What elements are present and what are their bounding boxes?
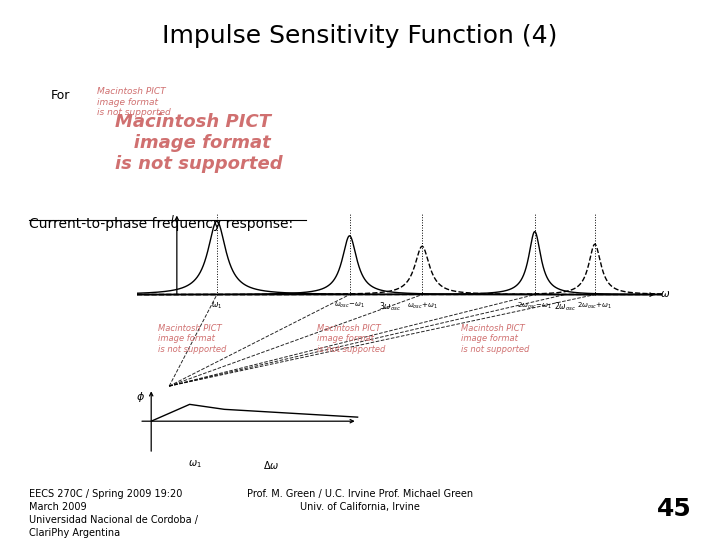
Text: $2\omega_{osc}$: $2\omega_{osc}$: [554, 301, 576, 313]
Text: $2\omega_{osc}{-}\omega_1$: $2\omega_{osc}{-}\omega_1$: [517, 301, 552, 311]
Text: For: For: [50, 89, 70, 102]
Text: $I$: $I$: [170, 213, 174, 225]
Text: Macintosh PICT
image format
is not supported: Macintosh PICT image format is not suppo…: [97, 87, 171, 117]
Text: Macintosh PICT
image format
is not supported: Macintosh PICT image format is not suppo…: [317, 324, 385, 354]
Text: $\Delta\omega$: $\Delta\omega$: [263, 458, 279, 471]
Text: Macintosh PICT
   image format
is not supported: Macintosh PICT image format is not suppo…: [115, 113, 283, 173]
Text: $2\omega_{osc}{+}\omega_1$: $2\omega_{osc}{+}\omega_1$: [577, 301, 613, 311]
Text: $\omega_1$: $\omega_1$: [187, 458, 202, 470]
Text: $\omega_{osc}{-}\omega_1$: $\omega_{osc}{-}\omega_1$: [334, 301, 365, 310]
Text: $3\omega_{osc}$: $3\omega_{osc}$: [379, 301, 400, 313]
Text: $\omega$: $\omega$: [660, 289, 670, 299]
Text: 45: 45: [657, 497, 691, 521]
Text: Macintosh PICT
image format
is not supported: Macintosh PICT image format is not suppo…: [461, 324, 529, 354]
Text: Impulse Sensitivity Function (4): Impulse Sensitivity Function (4): [162, 24, 558, 48]
Text: $\phi$: $\phi$: [137, 390, 145, 403]
Text: EECS 270C / Spring 2009 19:20
March 2009
Universidad Nacional de Cordoba /
Clari: EECS 270C / Spring 2009 19:20 March 2009…: [29, 489, 198, 538]
Text: Macintosh PICT
image format
is not supported: Macintosh PICT image format is not suppo…: [158, 324, 227, 354]
Text: Current-to-phase frequency response:: Current-to-phase frequency response:: [29, 217, 293, 231]
Text: $\omega_1$: $\omega_1$: [211, 301, 222, 312]
Text: $\omega_{osc}{+}\omega_1$: $\omega_{osc}{+}\omega_1$: [407, 301, 438, 311]
Text: Prof. M. Green / U.C. Irvine Prof. Michael Green
Univ. of California, Irvine: Prof. M. Green / U.C. Irvine Prof. Micha…: [247, 489, 473, 512]
